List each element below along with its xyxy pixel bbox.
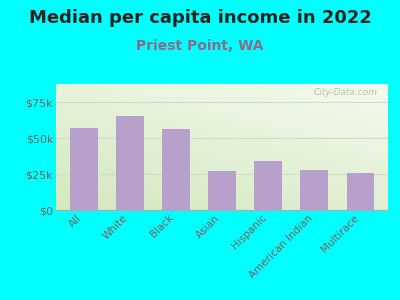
Bar [70,128,98,210]
Text: City-Data.com: City-Data.com [314,88,378,97]
Text: Median per capita income in 2022: Median per capita income in 2022 [28,9,372,27]
Bar [300,170,328,210]
Bar [346,173,374,210]
Bar [116,116,144,210]
Text: Priest Point, WA: Priest Point, WA [136,39,264,53]
Bar [254,161,282,210]
Bar [162,129,190,210]
Bar [208,171,236,210]
